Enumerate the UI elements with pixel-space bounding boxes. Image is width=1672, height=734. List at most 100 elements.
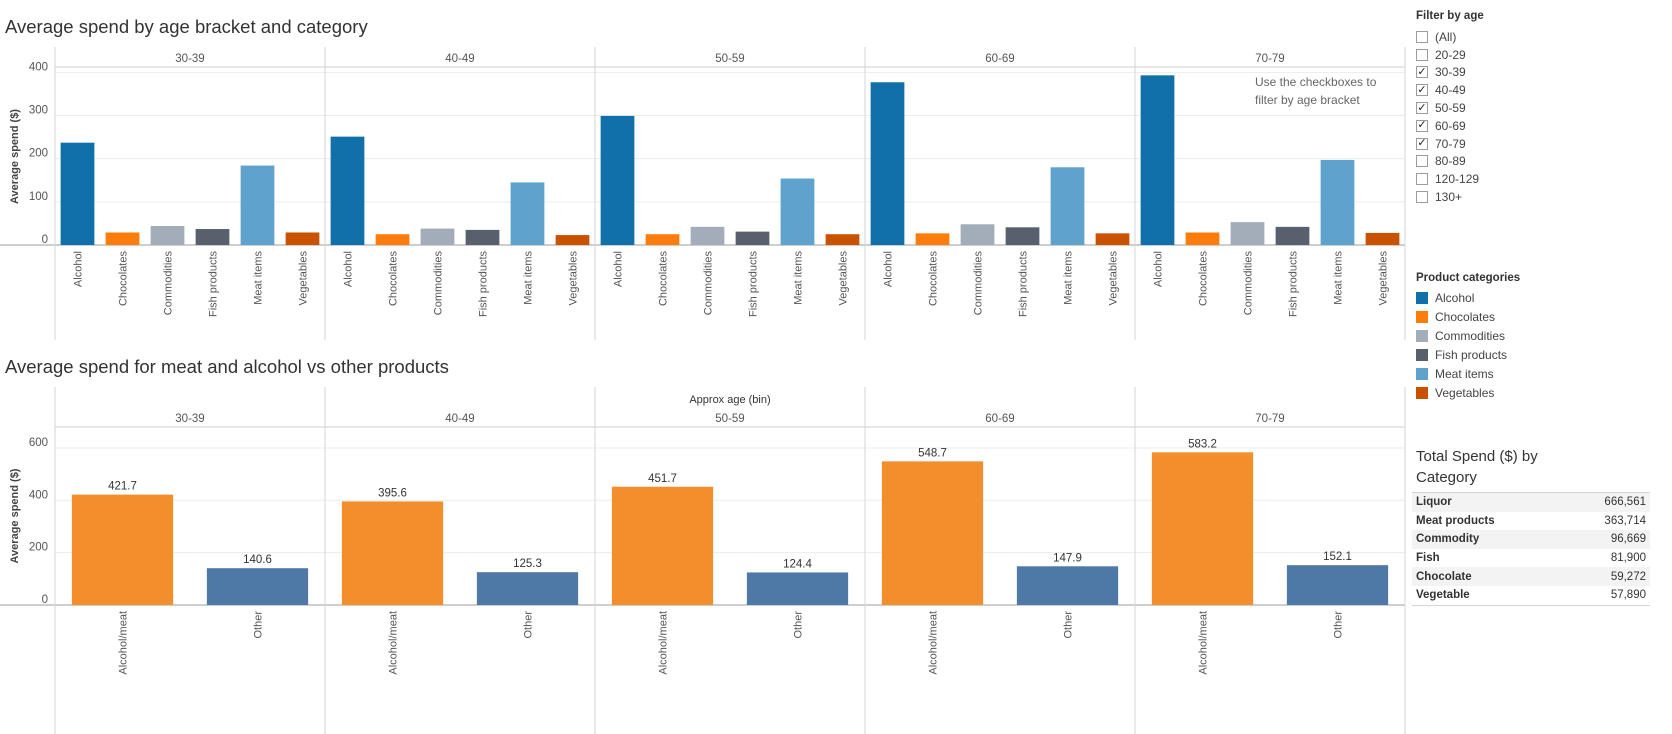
category-name: Commodity (1412, 530, 1564, 549)
y-axis-label: Average spend ($) (9, 468, 21, 563)
filter-option-label: 120-129 (1435, 172, 1480, 187)
bar-50-59-alcohol-meat (611, 486, 714, 605)
x-tick-label: Vegetables (838, 251, 850, 306)
x-tick-label: Chocolates (1198, 251, 1210, 307)
legend-swatch (1416, 367, 1428, 380)
y-tick-label: 0 (42, 234, 48, 246)
x-tick-label: Commodities (973, 251, 985, 316)
category-name: Chocolate (1412, 567, 1564, 586)
annotation-text: Use the checkboxes to (1255, 75, 1377, 89)
legend-item[interactable]: Meat items (1416, 364, 1507, 383)
x-tick-label: Chocolates (388, 251, 400, 307)
category-total: 363,714 (1604, 514, 1646, 527)
legend-item[interactable]: Fish products (1416, 345, 1507, 364)
filter-option-7079[interactable]: ✓ 70-79 (1416, 135, 1479, 153)
filter-option-8089[interactable]: 80-89 (1416, 153, 1479, 171)
filter-option-label: (All) (1435, 29, 1457, 44)
x-tick-label: Alcohol (883, 251, 895, 287)
x-tick-label: Alcohol (1153, 251, 1165, 287)
data-label: 583.2 (1188, 438, 1217, 450)
x-tick-label: Meat items (253, 251, 265, 305)
category-spend-chart: 0 100 200 300 400 Average spend ($) 30-39 Alcoh… (0, 47, 1406, 340)
bar-30-39-meat-items (240, 165, 275, 245)
x-tick-label: Alcohol/meat (118, 611, 130, 675)
x-tick-label: Vegetables (1378, 251, 1390, 306)
legend-title: Product categories (1416, 272, 1521, 284)
x-tick-label: Alcohol (613, 251, 625, 287)
checkbox[interactable]: ✓ (1416, 65, 1428, 79)
y-tick-label: 400 (29, 489, 48, 501)
checkbox[interactable]: ✓ (1416, 101, 1428, 115)
y-tick-label: 200 (29, 148, 48, 160)
filter-option-3039[interactable]: ✓ 30-39 (1416, 64, 1479, 82)
filter-option-120129[interactable]: 120-129 (1416, 170, 1479, 188)
filter-option-6069[interactable]: ✓ 60-69 (1416, 117, 1479, 135)
x-tick-label: Commodities (163, 251, 175, 316)
bar-60-69-meat-items (1050, 167, 1085, 245)
legend-swatch (1416, 386, 1428, 399)
legend-item[interactable]: Chocolates (1416, 307, 1507, 326)
table-row: Vegetable 57,890 (1412, 586, 1650, 605)
checkbox[interactable] (1416, 173, 1428, 186)
filter-option-All[interactable]: (All) (1416, 28, 1479, 46)
bar-60-69-commodities (960, 224, 995, 245)
legend-swatch (1416, 291, 1428, 304)
x-tick-label: Fish products (748, 251, 760, 318)
filter-option-2029[interactable]: 20-29 (1416, 46, 1479, 64)
y-tick-label: 200 (29, 542, 48, 554)
bar-40-49-vegetables (555, 235, 590, 245)
age-filter-list: (All) 20-29 ✓ 30-39 ✓ 40-49 ✓ 50-59 ✓ 60-69 ✓ 70-79… (1416, 28, 1479, 206)
bar-70-79-vegetables (1365, 232, 1400, 245)
filter-option-label: 80-89 (1435, 154, 1466, 169)
x-tick-label: Commodities (433, 251, 445, 316)
chart2-title: Average spend for meat and alcohol vs ot… (5, 356, 449, 377)
x-tick-label: Chocolates (118, 251, 130, 307)
x-tick-label: Alcohol (343, 251, 355, 287)
legend-label: Alcohol (1435, 290, 1475, 305)
checkbox[interactable]: ✓ (1416, 137, 1428, 150)
checkbox[interactable] (1416, 30, 1428, 43)
bar-50-59-fish-products (735, 231, 770, 245)
panel-label-30-39: 30-39 (175, 413, 204, 425)
category-name: Fish (1416, 552, 1440, 565)
bar-50-59-vegetables (825, 234, 860, 245)
y-tick-label: 400 (29, 61, 48, 73)
x-tick-label: Vegetables (298, 251, 310, 306)
panel-header-label: Approx age (bin) (689, 394, 770, 406)
panel-label-50-59: 50-59 (715, 53, 744, 65)
x-tick-label: Vegetables (568, 251, 580, 306)
legend-label: Vegetables (1435, 385, 1495, 400)
filter-option-4049[interactable]: ✓ 40-49 (1416, 81, 1479, 99)
bar-30-39-vegetables (285, 232, 320, 245)
filter-option-label: 130+ (1435, 190, 1463, 205)
legend-item[interactable]: Vegetables (1416, 383, 1507, 402)
category-total: 666,561 (1563, 492, 1650, 512)
checkbox[interactable]: ✓ (1416, 119, 1428, 132)
bar-50-59-chocolates (645, 234, 680, 245)
legend-swatch (1416, 329, 1428, 342)
x-tick-label: Other (523, 611, 535, 639)
bar-70-79-alcohol-meat (1151, 452, 1254, 605)
legend-label: Commodities (1435, 328, 1506, 343)
x-tick-label: Meat items (1333, 251, 1345, 305)
legend-item[interactable]: Alcohol (1416, 288, 1507, 307)
checkbox[interactable] (1416, 48, 1428, 61)
legend-swatch (1416, 348, 1428, 361)
legend-item[interactable]: Commodities (1416, 326, 1507, 345)
filter-option-130[interactable]: 130+ (1416, 188, 1479, 206)
x-tick-label: Commodities (703, 251, 715, 316)
filter-option-5059[interactable]: ✓ 50-59 (1416, 99, 1479, 117)
x-tick-label: Chocolates (658, 251, 670, 307)
meat-alcohol-vs-other-chart: Approx age (bin) 0 200 400 600 Average spend … (0, 387, 1406, 734)
x-tick-label: Other (793, 611, 805, 639)
bar-70-79-other (1286, 565, 1389, 605)
checkbox[interactable] (1416, 155, 1428, 168)
bar-70-79-chocolates (1185, 232, 1220, 245)
x-tick-label: Other (253, 611, 265, 639)
panel-label-40-49: 40-49 (445, 53, 474, 65)
checkbox[interactable]: ✓ (1416, 83, 1428, 97)
sidebar: Filter by age (All) 20-29 ✓ 30-39 ✓ 40-49 ✓ 50-… (1404, 0, 1672, 734)
filter-option-label: 70-79 (1435, 136, 1466, 151)
x-tick-label: Fish products (1018, 251, 1030, 318)
checkbox[interactable] (1416, 191, 1428, 204)
